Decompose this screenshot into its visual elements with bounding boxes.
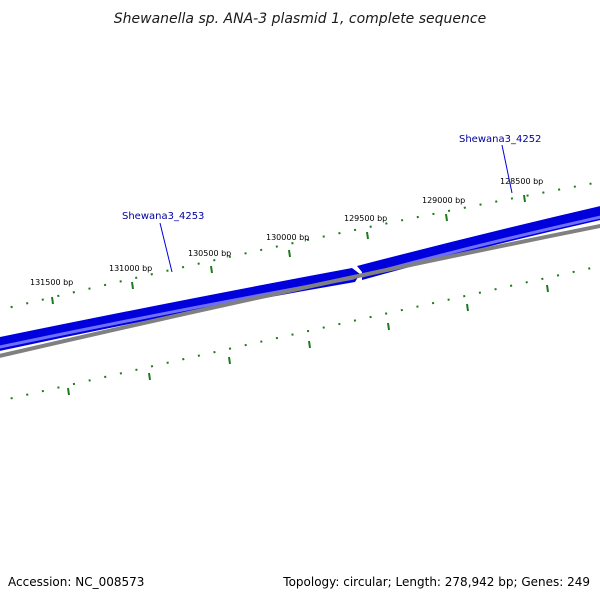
accession-text: Accession: NC_008573 xyxy=(8,575,144,589)
outer-major-tick xyxy=(523,194,526,203)
outer-major-tick xyxy=(131,281,134,290)
gene-leader-line xyxy=(501,144,513,194)
outer-major-tick xyxy=(445,213,448,222)
inner-major-tick xyxy=(228,356,231,365)
outer-tick-ring xyxy=(0,181,600,311)
inner-major-tick xyxy=(308,340,311,349)
tick-label-131500: 131500 bp xyxy=(30,278,73,287)
gene-label-shewana3-4252[interactable]: Shewana3_4252 xyxy=(459,134,541,145)
inner-major-tick xyxy=(466,303,469,312)
inner-major-tick xyxy=(67,387,70,396)
backbone-line xyxy=(0,223,600,358)
map-title: Shewanella sp. ANA-3 plasmid 1, complete… xyxy=(114,11,486,27)
outer-major-tick xyxy=(210,265,213,274)
inner-major-ticks xyxy=(67,284,549,396)
inner-major-tick xyxy=(148,372,151,381)
outer-major-tick xyxy=(51,296,54,305)
outer-major-tick xyxy=(288,249,291,258)
outer-major-ticks xyxy=(51,194,526,305)
inner-major-tick xyxy=(546,284,549,293)
gene-leader-line xyxy=(159,222,173,273)
tick-label-130000: 130000 bp xyxy=(266,233,309,242)
summary-text: Topology: circular; Length: 278,942 bp; … xyxy=(282,575,590,589)
tick-label-131000: 131000 bp xyxy=(109,264,152,273)
tick-label-129500: 129500 bp xyxy=(344,214,387,223)
gene-label-shewana3-4253[interactable]: Shewana3_4253 xyxy=(122,211,204,222)
outer-major-tick xyxy=(366,231,369,240)
tick-label-130500: 130500 bp xyxy=(188,249,231,258)
forward-strand-track xyxy=(0,206,600,351)
tick-label-128500: 128500 bp xyxy=(500,177,543,186)
inner-major-tick xyxy=(387,322,390,331)
tick-label-129000: 129000 bp xyxy=(422,196,465,205)
